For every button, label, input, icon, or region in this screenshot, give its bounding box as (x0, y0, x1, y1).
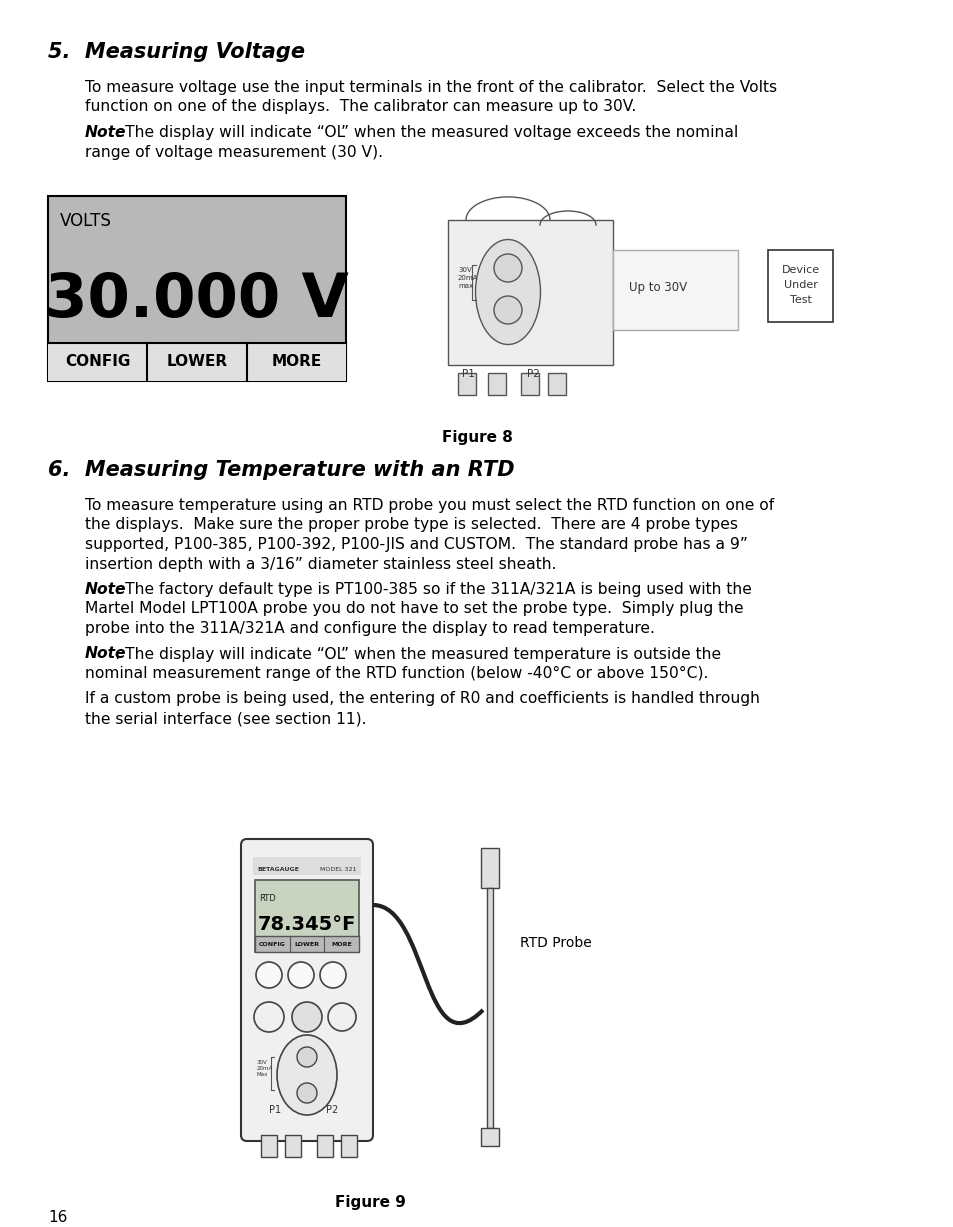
Circle shape (253, 1002, 284, 1032)
Bar (486, 888, 493, 1128)
Text: CONFIG: CONFIG (65, 355, 131, 369)
Text: the displays.  Make sure the proper probe type is selected.  There are 4 probe t: the displays. Make sure the proper probe… (85, 518, 738, 533)
Text: F1: F1 (264, 971, 274, 979)
Text: the serial interface (see section 11).: the serial interface (see section 11). (85, 710, 366, 726)
Circle shape (328, 1002, 355, 1031)
Bar (520, 373, 538, 395)
Text: Note: Note (85, 582, 127, 598)
Bar (254, 936, 358, 952)
Text: Figure 8: Figure 8 (441, 429, 512, 445)
Text: Note: Note (85, 125, 127, 140)
Circle shape (296, 1083, 316, 1103)
Text: To measure temperature using an RTD probe you must select the RTD function on on: To measure temperature using an RTD prob… (85, 498, 774, 513)
Circle shape (292, 1002, 322, 1032)
Text: Figure 9: Figure 9 (335, 1195, 405, 1210)
Text: range of voltage measurement (30 V).: range of voltage measurement (30 V). (85, 145, 382, 160)
FancyBboxPatch shape (241, 839, 373, 1141)
Circle shape (494, 254, 521, 282)
Bar (316, 1135, 333, 1157)
Text: To measure voltage use the input terminals in the front of the calibrator.  Sele: To measure voltage use the input termina… (85, 80, 777, 94)
Text: : The display will indicate “OL” when the measured voltage exceeds the nominal: : The display will indicate “OL” when th… (115, 125, 738, 140)
Text: MODEL 321: MODEL 321 (320, 867, 356, 872)
Text: 30.000 V: 30.000 V (45, 271, 349, 330)
Text: BETAGAUGE: BETAGAUGE (256, 867, 298, 872)
Text: 30V
20mA
Max: 30V 20mA Max (256, 1060, 273, 1077)
Bar (767, 250, 832, 321)
Text: Note: Note (85, 647, 127, 661)
Text: LOWER: LOWER (294, 941, 319, 946)
Text: LOWER: LOWER (166, 355, 228, 369)
Bar (448, 220, 613, 364)
Text: F3: F3 (328, 971, 337, 979)
Text: 5.  Measuring Voltage: 5. Measuring Voltage (48, 42, 305, 63)
Text: If a custom probe is being used, the entering of R0 and coefficients is handled : If a custom probe is being used, the ent… (85, 692, 760, 707)
Text: Test: Test (789, 294, 811, 306)
Text: VOLTS: VOLTS (60, 212, 112, 229)
Bar (285, 1135, 301, 1157)
Bar (253, 856, 360, 875)
Text: Martel Model LPT100A probe you do not have to set the probe type.  Simply plug t: Martel Model LPT100A probe you do not ha… (85, 601, 742, 616)
Bar (340, 1135, 356, 1157)
Text: MORE: MORE (271, 355, 321, 369)
Text: insertion depth with a 3/16” diameter stainless steel sheath.: insertion depth with a 3/16” diameter st… (85, 557, 556, 572)
Text: P2: P2 (526, 369, 538, 379)
Bar (457, 373, 476, 395)
Text: : The display will indicate “OL” when the measured temperature is outside the: : The display will indicate “OL” when th… (115, 647, 720, 661)
Bar (480, 1128, 498, 1146)
Text: ZERO: ZERO (333, 1015, 351, 1020)
Text: 16: 16 (48, 1210, 68, 1225)
Bar (48, 196, 346, 382)
Circle shape (255, 962, 282, 988)
Ellipse shape (475, 239, 540, 345)
Text: ON
OFF: ON OFF (263, 1012, 274, 1022)
Text: Under: Under (782, 280, 817, 290)
Text: nominal measurement range of the RTD function (below -40°C or above 150°C).: nominal measurement range of the RTD fun… (85, 666, 708, 681)
Text: 6.  Measuring Temperature with an RTD: 6. Measuring Temperature with an RTD (48, 460, 514, 480)
Bar (48, 344, 346, 382)
Bar (488, 373, 505, 395)
Text: supported, P100-385, P100-392, P100-JIS and CUSTOM.  The standard probe has a 9”: supported, P100-385, P100-392, P100-JIS … (85, 537, 747, 552)
Text: Up to 30V: Up to 30V (628, 281, 686, 294)
Text: P1: P1 (269, 1106, 281, 1115)
Text: Device: Device (781, 265, 819, 275)
Text: RTD Probe: RTD Probe (519, 936, 591, 950)
Text: P2: P2 (326, 1106, 337, 1115)
Text: RTD: RTD (258, 894, 275, 903)
Text: 30V
20mA
max: 30V 20mA max (457, 267, 477, 288)
Bar (547, 373, 565, 395)
Bar (261, 1135, 276, 1157)
Text: P1: P1 (461, 369, 474, 379)
Circle shape (288, 962, 314, 988)
Circle shape (319, 962, 346, 988)
Text: 78.345°F: 78.345°F (257, 914, 355, 934)
Ellipse shape (276, 1036, 336, 1115)
Text: function on one of the displays.  The calibrator can measure up to 30V.: function on one of the displays. The cal… (85, 99, 636, 114)
Text: : The factory default type is PT100-385 so if the 311A/321A is being used with t: : The factory default type is PT100-385 … (115, 582, 751, 598)
Bar (480, 848, 498, 888)
Circle shape (494, 296, 521, 324)
Bar (613, 250, 738, 330)
Text: MORE: MORE (331, 941, 352, 946)
Circle shape (296, 1047, 316, 1067)
Text: F2: F2 (295, 971, 306, 979)
Text: CONFIG: CONFIG (258, 941, 286, 946)
Bar (254, 880, 358, 952)
Text: probe into the 311A/321A and configure the display to read temperature.: probe into the 311A/321A and configure t… (85, 621, 654, 636)
